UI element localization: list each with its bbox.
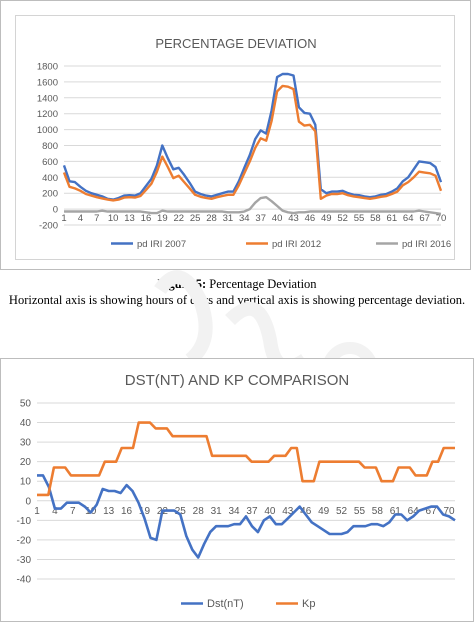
x-tick-label: 13: [124, 213, 135, 224]
legend-label: Dst(nT): [207, 598, 244, 610]
x-tick-label: 43: [282, 506, 294, 517]
y-tick-label: 1800: [37, 62, 58, 73]
figure5-frame: PERCENTAGE DEVIATION -200 0 200 400 600 800 100…: [0, 0, 471, 270]
x-tick-label: 34: [228, 506, 240, 517]
figure-caption-text: Percentage Deviation: [206, 277, 317, 291]
x-tick-label: 70: [443, 506, 455, 517]
y-tick-label: 400: [42, 173, 58, 184]
x-tick-label: 70: [436, 213, 447, 224]
y-tick-label: 50: [20, 399, 32, 410]
series-line-2: [37, 421, 455, 497]
x-tick-label: 40: [272, 213, 283, 224]
percentage-deviation-chart: PERCENTAGE DEVIATION -200 0 200 400 600 800 100…: [37, 36, 451, 250]
y-tick-label: 30: [20, 438, 32, 449]
y-tick-label: 1200: [37, 109, 58, 120]
legend-label: pd IRI 2012: [272, 239, 321, 250]
x-tick-label: 28: [206, 213, 217, 224]
y-tick-label: 1600: [37, 77, 58, 88]
legend-label: pd IRI 2007: [137, 239, 186, 250]
x-tick-label: 1: [34, 506, 40, 517]
x-tick-label: 19: [139, 506, 151, 517]
x-tick-label: 22: [173, 213, 184, 224]
y-tick-label: -20: [17, 535, 32, 546]
figure-caption-label: Figure 5:: [157, 277, 207, 291]
x-tick-label: 58: [372, 506, 384, 517]
x-tick-label: 58: [370, 213, 381, 224]
y-tick-label: -200: [39, 221, 58, 232]
x-tick-label: 4: [78, 213, 83, 224]
x-tick-label: 64: [403, 213, 414, 224]
x-tick-label: 67: [419, 213, 430, 224]
y-tick-label: -40: [17, 575, 32, 586]
x-tick-label: 4: [52, 506, 58, 517]
x-tick-label: 1: [61, 213, 66, 224]
x-tick-label: 7: [94, 213, 99, 224]
x-tick-label: 67: [426, 506, 438, 517]
figure-caption: Figure 5: Percentage Deviation: [0, 277, 474, 292]
x-tick-label: 31: [211, 506, 223, 517]
series-line-2: [62, 84, 443, 202]
x-tick-label: 46: [305, 213, 316, 224]
x-tick-label: 37: [255, 213, 266, 224]
x-tick-label: 28: [193, 506, 205, 517]
series-line-3: [64, 195, 442, 216]
legend-label: Kp: [302, 598, 315, 610]
x-tick-label: 55: [354, 506, 366, 517]
y-tick-label: 0: [53, 205, 58, 216]
x-tick-label: 49: [321, 213, 332, 224]
x-tick-label: 16: [141, 213, 152, 224]
x-tick-label: 25: [175, 506, 187, 517]
x-tick-label: 13: [103, 506, 115, 517]
x-tick-label: 10: [108, 213, 119, 224]
y-tick-label: 600: [42, 157, 58, 168]
x-tick-label: 64: [408, 506, 420, 517]
x-tick-label: 61: [387, 213, 398, 224]
x-tick-label: 40: [264, 506, 276, 517]
x-tick-label: 43: [288, 213, 299, 224]
y-tick-label: 10: [20, 477, 32, 488]
series-line-1: [37, 474, 456, 559]
y-tick-label: 1000: [37, 125, 58, 136]
y-tick-label: -30: [17, 555, 32, 566]
y-tick-label: -10: [17, 516, 32, 527]
x-tick-label: 31: [223, 213, 234, 224]
x-tick-label: 7: [70, 506, 76, 517]
x-tick-label: 16: [121, 506, 133, 517]
x-tick-label: 19: [157, 213, 168, 224]
x-tick-label: 34: [239, 213, 250, 224]
dst-kp-chart: DST(NT) AND KP COMPARISON -40 -30 -20 -10 0 10…: [17, 372, 456, 610]
figure-note: Horizontal axis is showing hours of days…: [8, 293, 466, 307]
chart-panel-dst-kp: DST(NT) AND KP COMPARISON -40 -30 -20 -10 0 10…: [0, 358, 474, 622]
x-tick-label: 52: [337, 213, 348, 224]
y-tick-label: 1400: [37, 93, 58, 104]
x-tick-label: 49: [318, 506, 330, 517]
y-tick-label: 20: [20, 457, 32, 468]
x-tick-label: 37: [246, 506, 258, 517]
chart-panel-percentage-deviation: PERCENTAGE DEVIATION -200 0 200 400 600 800 100…: [15, 15, 455, 260]
x-tick-label: 52: [336, 506, 348, 517]
y-tick-label: 40: [20, 418, 32, 429]
x-tick-label: 55: [354, 213, 365, 224]
x-tick-label: 61: [390, 506, 402, 517]
x-tick-label: 46: [300, 506, 312, 517]
chart-title: DST(NT) AND KP COMPARISON: [125, 372, 349, 389]
legend-label: pd IRI 2016: [402, 239, 451, 250]
y-tick-label: 0: [25, 496, 31, 507]
y-tick-label: 200: [42, 189, 58, 200]
series-line-1: [62, 72, 443, 201]
y-tick-label: 800: [42, 141, 58, 152]
chart-title: PERCENTAGE DEVIATION: [155, 36, 316, 51]
x-tick-label: 25: [190, 213, 201, 224]
